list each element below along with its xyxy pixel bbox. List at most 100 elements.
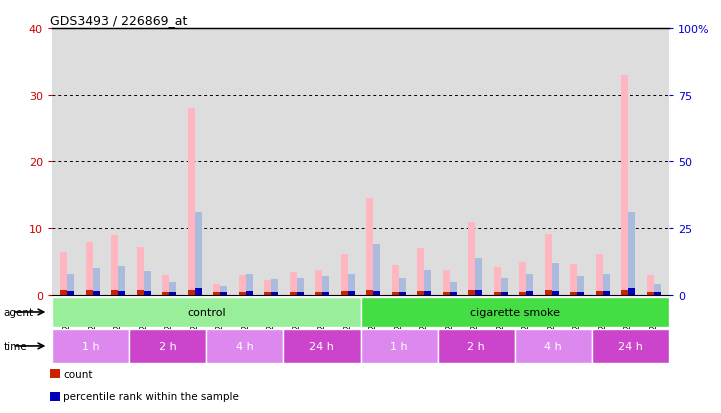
- Bar: [360, 297, 669, 327]
- Bar: [220, 286, 227, 295]
- Bar: [297, 293, 304, 295]
- Bar: [622, 290, 628, 295]
- Bar: [206, 329, 283, 363]
- Bar: [519, 262, 526, 295]
- Bar: [596, 291, 603, 295]
- Bar: [570, 264, 578, 295]
- Bar: [322, 293, 329, 295]
- Bar: [417, 291, 424, 295]
- Bar: [424, 291, 431, 295]
- Bar: [60, 252, 67, 295]
- Bar: [246, 291, 253, 295]
- Bar: [264, 293, 271, 295]
- Bar: [86, 242, 93, 295]
- Bar: [129, 329, 206, 363]
- Bar: [136, 291, 143, 295]
- Text: 24 h: 24 h: [309, 341, 335, 351]
- Text: agent: agent: [4, 307, 34, 317]
- Bar: [169, 282, 177, 295]
- Bar: [603, 291, 610, 295]
- Bar: [603, 274, 610, 295]
- Bar: [213, 284, 220, 295]
- Bar: [417, 249, 424, 295]
- Bar: [438, 329, 515, 363]
- Bar: [195, 213, 202, 295]
- Bar: [526, 291, 534, 295]
- Text: count: count: [63, 369, 93, 379]
- Bar: [494, 292, 501, 295]
- Bar: [195, 289, 202, 295]
- Bar: [366, 291, 373, 295]
- Bar: [515, 329, 592, 363]
- Bar: [424, 270, 431, 295]
- Bar: [187, 290, 195, 295]
- Bar: [647, 292, 654, 295]
- Text: time: time: [4, 341, 27, 351]
- Bar: [60, 291, 67, 295]
- Bar: [628, 213, 635, 295]
- Bar: [596, 254, 603, 295]
- Bar: [392, 265, 399, 295]
- Bar: [239, 292, 246, 295]
- Bar: [468, 222, 475, 295]
- Text: 1 h: 1 h: [390, 341, 408, 351]
- Bar: [162, 275, 169, 295]
- Bar: [283, 329, 360, 363]
- Bar: [475, 290, 482, 295]
- Text: 2 h: 2 h: [467, 341, 485, 351]
- Bar: [494, 267, 501, 295]
- Bar: [628, 289, 635, 295]
- Bar: [93, 268, 99, 295]
- Bar: [526, 274, 534, 295]
- Bar: [315, 270, 322, 295]
- Bar: [162, 292, 169, 295]
- Bar: [118, 291, 125, 295]
- Bar: [340, 291, 348, 295]
- Bar: [67, 274, 74, 295]
- Bar: [290, 272, 297, 295]
- Bar: [239, 275, 246, 295]
- Bar: [622, 76, 628, 295]
- Bar: [246, 274, 253, 295]
- Bar: [373, 244, 381, 295]
- Bar: [143, 271, 151, 295]
- Bar: [340, 254, 348, 295]
- Bar: [468, 291, 475, 295]
- Bar: [271, 293, 278, 295]
- Text: GDS3493 / 226869_at: GDS3493 / 226869_at: [50, 14, 188, 27]
- Bar: [443, 270, 450, 295]
- Text: control: control: [187, 307, 226, 317]
- Bar: [315, 292, 322, 295]
- Bar: [271, 279, 278, 295]
- Bar: [348, 274, 355, 295]
- Bar: [552, 291, 559, 295]
- Bar: [297, 278, 304, 295]
- Bar: [366, 199, 373, 295]
- Bar: [501, 278, 508, 295]
- Bar: [450, 293, 457, 295]
- Bar: [220, 293, 227, 295]
- Bar: [187, 109, 195, 295]
- Bar: [519, 292, 526, 295]
- Bar: [399, 293, 406, 295]
- Bar: [578, 293, 585, 295]
- Bar: [654, 285, 661, 295]
- Bar: [111, 291, 118, 295]
- Text: cigarette smoke: cigarette smoke: [470, 307, 559, 317]
- Text: percentile rank within the sample: percentile rank within the sample: [63, 392, 239, 401]
- Text: 4 h: 4 h: [236, 341, 254, 351]
- Bar: [67, 291, 74, 295]
- Bar: [93, 291, 99, 295]
- Bar: [143, 291, 151, 295]
- Bar: [213, 293, 220, 295]
- Bar: [360, 329, 438, 363]
- Bar: [544, 234, 552, 295]
- Bar: [111, 235, 118, 295]
- Bar: [169, 293, 177, 295]
- Bar: [592, 329, 669, 363]
- Text: 24 h: 24 h: [618, 341, 643, 351]
- Bar: [348, 291, 355, 295]
- Bar: [290, 292, 297, 295]
- Bar: [450, 282, 457, 295]
- Bar: [264, 281, 271, 295]
